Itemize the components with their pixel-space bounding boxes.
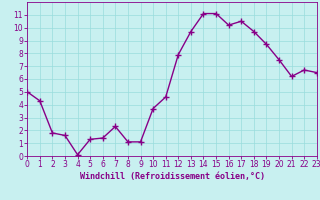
X-axis label: Windchill (Refroidissement éolien,°C): Windchill (Refroidissement éolien,°C) (79, 172, 265, 181)
